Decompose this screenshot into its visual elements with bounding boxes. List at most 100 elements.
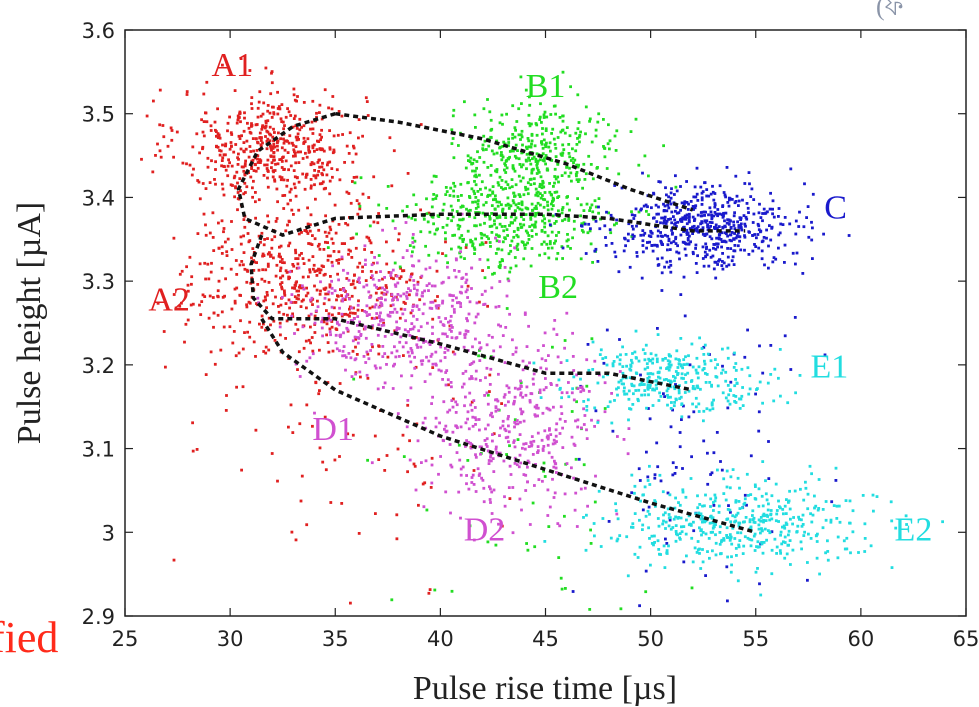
- data-point: [767, 502, 770, 506]
- data-point: [517, 107, 521, 111]
- data-point: [334, 341, 338, 345]
- data-point: [495, 168, 499, 171]
- data-point: [478, 445, 482, 449]
- data-point: [342, 268, 345, 272]
- data-point: [318, 446, 322, 450]
- data-point: [527, 461, 531, 464]
- data-point: [469, 403, 473, 407]
- data-point: [216, 107, 219, 111]
- data-point: [279, 255, 282, 259]
- data-point: [278, 245, 281, 249]
- data-point: [674, 515, 677, 519]
- data-point: [391, 297, 395, 300]
- data-point: [459, 473, 463, 477]
- data-point: [549, 433, 553, 436]
- data-point: [580, 229, 584, 232]
- data-point: [780, 542, 784, 546]
- data-point: [521, 241, 525, 244]
- data-point: [597, 489, 601, 493]
- y-tick-label: 2.9: [82, 605, 115, 629]
- data-point: [507, 279, 511, 283]
- data-point: [234, 259, 238, 262]
- data-point: [311, 127, 315, 131]
- data-point: [712, 524, 716, 528]
- data-point: [424, 267, 428, 271]
- data-point: [709, 255, 713, 259]
- data-point: [258, 136, 262, 139]
- data-point: [645, 246, 648, 250]
- data-point: [552, 438, 556, 442]
- data-point: [590, 337, 594, 341]
- data-point: [709, 210, 713, 214]
- data-point: [498, 222, 502, 226]
- data-point: [628, 376, 632, 380]
- data-point: [567, 381, 570, 384]
- data-point: [311, 424, 314, 428]
- data-point: [276, 148, 279, 152]
- data-point: [324, 186, 327, 190]
- data-point: [320, 320, 323, 324]
- data-point: [200, 118, 203, 122]
- data-point: [358, 370, 362, 374]
- data-point: [669, 363, 673, 367]
- data-point: [521, 368, 525, 372]
- data-point: [519, 381, 523, 385]
- data-point: [317, 170, 320, 173]
- data-point: [806, 507, 810, 511]
- data-point: [409, 289, 412, 293]
- data-point: [673, 376, 677, 380]
- data-point: [759, 216, 763, 219]
- data-point: [328, 330, 332, 334]
- data-point: [480, 241, 484, 245]
- data-point: [643, 358, 647, 362]
- data-point: [218, 136, 222, 140]
- data-point: [634, 117, 638, 121]
- data-point: [638, 479, 642, 482]
- data-point: [464, 421, 468, 425]
- data-point: [553, 491, 557, 495]
- data-point: [422, 341, 425, 344]
- data-point: [476, 205, 480, 209]
- data-point: [700, 203, 704, 206]
- data-point: [330, 167, 334, 170]
- data-point: [345, 277, 349, 280]
- data-point: [692, 520, 695, 524]
- data-point: [582, 407, 585, 411]
- data-point: [666, 393, 669, 397]
- data-point: [246, 330, 249, 334]
- data-point: [783, 504, 787, 508]
- data-point: [723, 193, 727, 197]
- data-point: [648, 417, 652, 421]
- data-point: [497, 234, 500, 238]
- data-point: [315, 269, 319, 273]
- data-point: [552, 327, 556, 331]
- data-point: [662, 202, 665, 206]
- data-point: [524, 158, 528, 162]
- data-point: [407, 287, 410, 290]
- data-point: [420, 461, 423, 464]
- data-point: [365, 373, 369, 377]
- data-point: [783, 526, 787, 530]
- data-point: [550, 159, 554, 162]
- data-point: [642, 204, 646, 208]
- data-point: [779, 530, 783, 534]
- data-point: [510, 239, 514, 243]
- data-point: [493, 207, 497, 211]
- data-point: [713, 205, 717, 209]
- data-point: [694, 262, 698, 265]
- data-point: [283, 139, 287, 143]
- data-point: [706, 550, 709, 553]
- data-point: [576, 127, 580, 131]
- data-point: [707, 264, 711, 268]
- data-point: [531, 209, 534, 212]
- data-point: [323, 415, 327, 419]
- data-point: [709, 505, 712, 508]
- data-point: [702, 353, 706, 356]
- data-point: [292, 117, 296, 120]
- data-point: [293, 283, 297, 287]
- data-point: [500, 113, 504, 117]
- data-point: [190, 275, 194, 279]
- data-point: [444, 240, 447, 244]
- data-point: [635, 224, 638, 228]
- data-point: [709, 192, 713, 196]
